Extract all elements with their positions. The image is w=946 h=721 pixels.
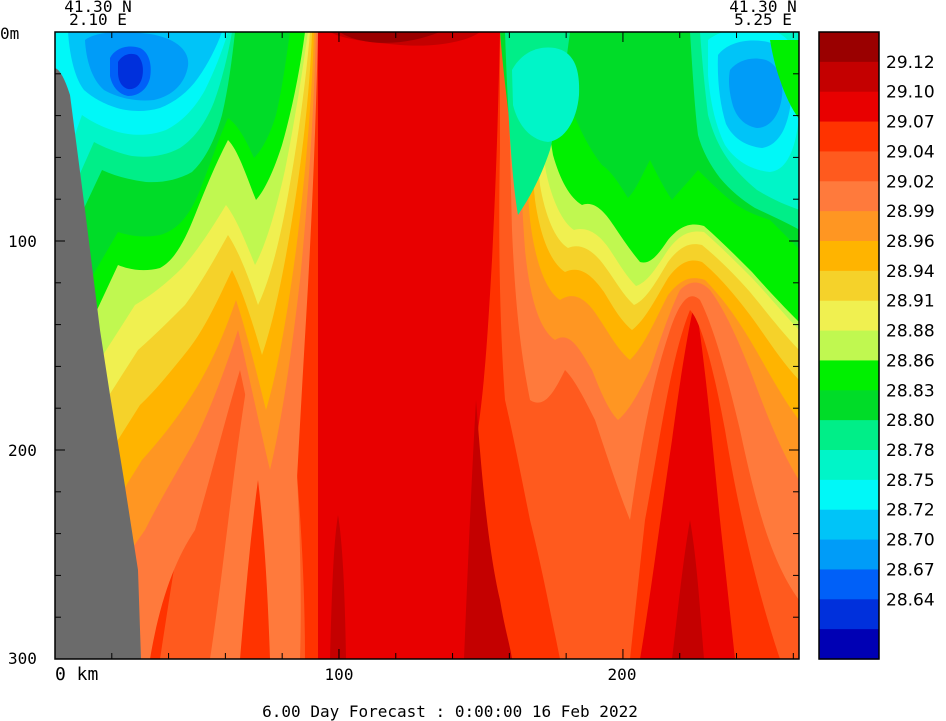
color-bar-label: 28.91 [886, 292, 935, 312]
top-left-lat: 41.30 N [64, 0, 131, 16]
contour-band [240, 480, 270, 659]
color-bar-swatch [819, 420, 879, 451]
contour-band [640, 300, 735, 659]
color-bar-label: 29.02 [886, 172, 935, 192]
color-bar-swatch [819, 599, 879, 630]
color-bar-swatch [819, 509, 879, 541]
color-bar-label: 28.99 [886, 202, 935, 222]
y-tick-label-300: 300 [8, 649, 37, 668]
y-tick-label-100: 100 [8, 232, 37, 251]
color-bar-swatch [819, 330, 879, 362]
color-bar-swatch [819, 211, 879, 242]
x-tick-label-0: 0 km [55, 664, 98, 685]
color-bar-label: 28.83 [886, 381, 935, 401]
color-bar-label: 28.88 [886, 322, 935, 342]
color-bar-swatch [819, 181, 879, 212]
top-right-lon: 5.25 E [734, 10, 792, 29]
color-bar-label: 28.94 [886, 262, 935, 282]
contour-band [672, 520, 704, 659]
color-bar-label: 28.75 [886, 471, 935, 491]
color-bar-swatch [819, 121, 879, 153]
color-bar-frame [818, 31, 880, 660]
forecast-caption: 6.00 Day Forecast : 0:00:00 16 Feb 2022 [262, 702, 638, 721]
color-bar-swatch [819, 151, 879, 182]
color-bar-swatch [819, 300, 879, 332]
color-bar-swatch [819, 360, 879, 391]
color-bar-swatch [819, 629, 879, 660]
color-bar-label: 28.64 [886, 590, 935, 610]
color-bar-swatch [819, 32, 879, 63]
color-bar-label: 29.10 [886, 83, 935, 103]
contour-band [340, 32, 440, 43]
color-bar-swatch [819, 569, 879, 600]
color-bar-label: 28.96 [886, 232, 935, 252]
axis-ticks [55, 32, 799, 659]
x-tick-label-100: 100 [325, 665, 354, 684]
color-bar-swatch [819, 270, 879, 302]
color-bar-label: 29.04 [886, 142, 935, 162]
contour-band [770, 40, 799, 119]
color-bar-swatch [819, 241, 879, 272]
contour-band [330, 515, 346, 659]
x-tick-label-200: 200 [608, 665, 637, 684]
y-tick-label-200: 200 [8, 441, 37, 460]
contour-field [55, 32, 799, 659]
color-bar-label: 28.86 [886, 351, 935, 371]
color-bar-label: 28.70 [886, 531, 935, 551]
color-bar-swatch [819, 450, 879, 481]
contour-band [464, 400, 512, 659]
color-bar-label: 28.67 [886, 560, 935, 580]
color-bar-swatch [819, 539, 879, 571]
color-bar-label: 28.72 [886, 501, 935, 521]
color-bar-swatch [819, 479, 879, 511]
contour-band [318, 32, 500, 659]
color-bar-swatch [819, 91, 879, 123]
color-bar-label: 29.07 [886, 113, 935, 133]
contour-band [118, 53, 143, 90]
y-tick-label-0: 0m [0, 24, 19, 43]
top-left-lon: 2.10 E [69, 10, 127, 29]
contour-band [512, 47, 580, 142]
color-bar-label: 28.80 [886, 411, 935, 431]
contour-band [729, 58, 783, 128]
color-bar-label: 29.12 [886, 53, 935, 73]
color-bar-swatch [819, 390, 879, 421]
color-bar-swatch [819, 61, 879, 93]
color-bar-label: 28.78 [886, 441, 935, 461]
land-mask [55, 68, 141, 659]
color-bar: 29.12 29.10 29.07 29.04 29.02 28.99 28.96 28.94… [818, 31, 935, 660]
top-right-lat: 41.30 N [729, 0, 796, 16]
plot-frame [54, 31, 800, 660]
